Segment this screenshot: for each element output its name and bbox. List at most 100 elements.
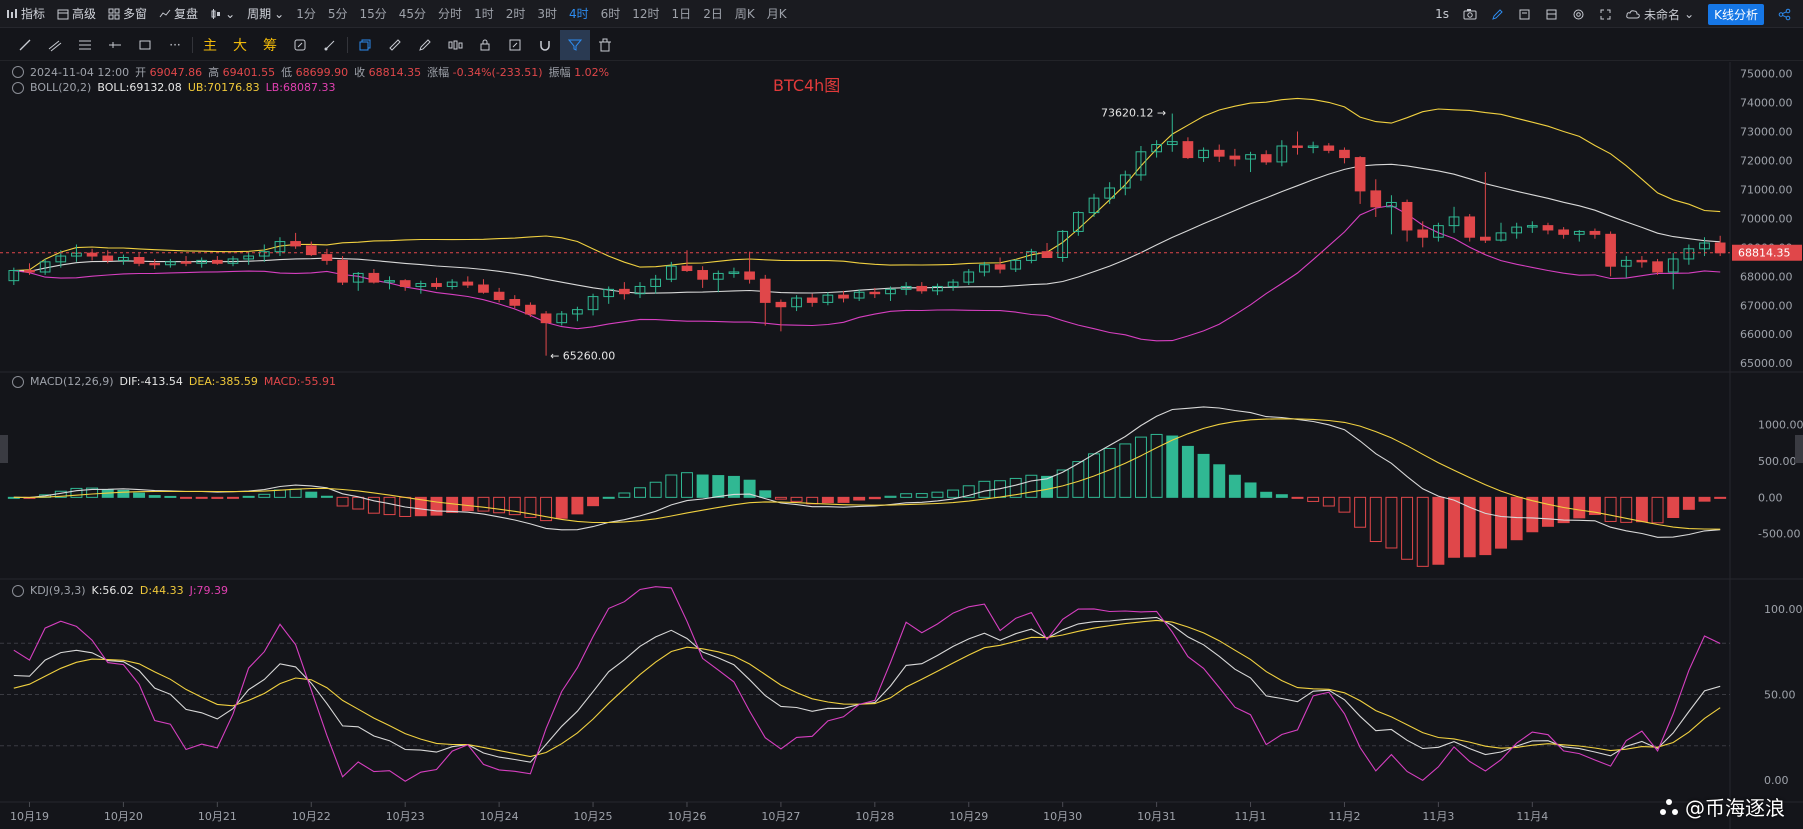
macd-histogram-bar bbox=[258, 493, 271, 498]
period-45分[interactable]: 45分 bbox=[398, 7, 427, 21]
camera-icon[interactable] bbox=[1457, 0, 1483, 28]
high-value: 69401.55 bbox=[222, 66, 276, 79]
period-12时[interactable]: 12时 bbox=[632, 7, 660, 21]
period-周K[interactable]: 周K bbox=[734, 7, 755, 21]
macd-histogram-bar bbox=[602, 496, 615, 499]
period-menu-button[interactable]: 周期 ⌄ bbox=[241, 0, 290, 28]
trash-icon[interactable] bbox=[590, 30, 620, 60]
macd-histogram-bar bbox=[70, 487, 83, 498]
period-5分[interactable]: 5分 bbox=[327, 7, 348, 21]
copy-icon[interactable] bbox=[350, 30, 380, 60]
macd-histogram-bar bbox=[289, 488, 302, 498]
period-1分[interactable]: 1分 bbox=[296, 7, 316, 21]
candle-body bbox=[149, 262, 161, 266]
candle-body bbox=[572, 309, 583, 315]
candle-body bbox=[1057, 230, 1069, 258]
candle-body bbox=[1245, 154, 1256, 160]
chart-canvas[interactable]: 75000.00 74000.00 73000.00 72000.00 71000.00… bbox=[0, 62, 1803, 829]
left-collapse-tab[interactable] bbox=[0, 435, 8, 463]
rectangle-icon[interactable] bbox=[130, 30, 160, 60]
pen-icon[interactable] bbox=[410, 30, 440, 60]
eye-icon[interactable] bbox=[12, 375, 24, 388]
right-collapse-tab[interactable] bbox=[1795, 435, 1803, 463]
main-chart-tool[interactable]: 主 bbox=[203, 37, 217, 54]
calendar-icon bbox=[57, 9, 69, 19]
candle-body bbox=[24, 270, 35, 273]
period-2时[interactable]: 2时 bbox=[505, 7, 526, 21]
more-icon[interactable]: ··· bbox=[169, 37, 181, 52]
macd-histogram-bar bbox=[727, 475, 740, 498]
period-分时[interactable]: 分时 bbox=[438, 7, 463, 21]
multi-window-button[interactable]: 多窗 bbox=[102, 0, 153, 28]
candle-body bbox=[384, 280, 395, 283]
sync-icon[interactable] bbox=[285, 30, 315, 60]
replay-label: 复盘 bbox=[174, 7, 199, 21]
candle-body bbox=[1480, 236, 1491, 241]
close-value: 68814.35 bbox=[368, 66, 422, 79]
candle-body bbox=[759, 278, 771, 303]
template-icon[interactable] bbox=[1539, 0, 1564, 28]
edit-icon[interactable] bbox=[500, 30, 530, 60]
chart-type-button[interactable]: ⌄ bbox=[204, 0, 241, 28]
macd-histogram-bar bbox=[1134, 436, 1147, 498]
fullscreen-icon[interactable] bbox=[1593, 0, 1618, 28]
candles-icon[interactable] bbox=[440, 30, 470, 60]
note-icon[interactable] bbox=[1512, 0, 1537, 28]
period-6时[interactable]: 6时 bbox=[600, 7, 621, 21]
dea-value: DEA:-385.59 bbox=[188, 375, 258, 388]
price-tick-label: 68000.00 bbox=[1740, 270, 1793, 283]
eye-icon[interactable] bbox=[12, 66, 24, 78]
large-order-tool[interactable]: 大 bbox=[233, 37, 247, 54]
horizontal-ray-icon[interactable] bbox=[100, 30, 130, 60]
date-tick-label: 10月30 bbox=[1043, 810, 1082, 823]
chart-title: BTC4h图 bbox=[773, 76, 841, 95]
macd-histogram-bar bbox=[1354, 496, 1367, 528]
filter-icon[interactable] bbox=[560, 29, 590, 60]
kdj-j-line bbox=[13, 586, 1721, 782]
macd-histogram-bar bbox=[1401, 496, 1414, 560]
pencil-icon[interactable] bbox=[1485, 0, 1510, 28]
period-4时[interactable]: 4时 bbox=[568, 7, 589, 21]
chart-area[interactable]: 75000.00 74000.00 73000.00 72000.00 71000.00… bbox=[0, 62, 1803, 829]
advanced-label: 高级 bbox=[72, 7, 97, 21]
macd-histogram-bar bbox=[180, 496, 193, 499]
macd-histogram-bar bbox=[759, 490, 772, 498]
candle-body bbox=[1370, 190, 1382, 208]
chevron-down-icon: ⌄ bbox=[274, 6, 285, 21]
horizontal-lines-icon[interactable] bbox=[70, 30, 100, 60]
kline-analysis-button[interactable]: K线分析 bbox=[1702, 0, 1770, 28]
macd-histogram-bar bbox=[1588, 496, 1601, 516]
magnet-icon[interactable] bbox=[530, 30, 560, 60]
settings-icon[interactable] bbox=[1566, 0, 1591, 28]
candle-body bbox=[1401, 201, 1413, 231]
brush-icon[interactable] bbox=[315, 30, 345, 60]
period-3时[interactable]: 3时 bbox=[537, 7, 557, 21]
period-1日[interactable]: 1日 bbox=[671, 7, 692, 21]
candle-body bbox=[525, 304, 536, 315]
date-tick-label: 11月1 bbox=[1235, 810, 1267, 823]
candle-body bbox=[415, 283, 427, 287]
period-月K[interactable]: 月K bbox=[766, 7, 787, 21]
advanced-button[interactable]: 高级 bbox=[51, 0, 102, 28]
replay-button[interactable]: 复盘 bbox=[153, 0, 204, 28]
interval-selector[interactable]: 1s bbox=[1435, 7, 1450, 21]
eye-icon[interactable] bbox=[12, 584, 24, 597]
macd-tick-label: 0.00 bbox=[1758, 491, 1783, 504]
date-tick-label: 10月22 bbox=[292, 810, 331, 823]
share-icon[interactable] bbox=[1772, 0, 1797, 28]
period-15分[interactable]: 15分 bbox=[359, 7, 387, 21]
multi-line-icon[interactable] bbox=[40, 30, 70, 60]
period-2日[interactable]: 2日 bbox=[703, 7, 723, 21]
candle-body bbox=[744, 271, 755, 280]
indicators-button[interactable]: 指标 bbox=[0, 0, 51, 28]
boll-legend: BOLL(20,2) BOLL:69132.08 UB:70176.83 LB:… bbox=[12, 81, 335, 94]
ruler-icon[interactable] bbox=[380, 30, 410, 60]
lock-icon[interactable] bbox=[470, 30, 500, 60]
period-1时[interactable]: 1时 bbox=[474, 7, 494, 21]
eye-icon[interactable] bbox=[12, 81, 24, 94]
layout-selector[interactable]: 未命名 ⌄ bbox=[1620, 0, 1700, 28]
candle-body bbox=[1104, 187, 1115, 199]
trend-line-icon[interactable] bbox=[10, 30, 40, 60]
chip-tool[interactable]: 筹 bbox=[263, 37, 277, 54]
candle-body bbox=[1652, 261, 1663, 273]
